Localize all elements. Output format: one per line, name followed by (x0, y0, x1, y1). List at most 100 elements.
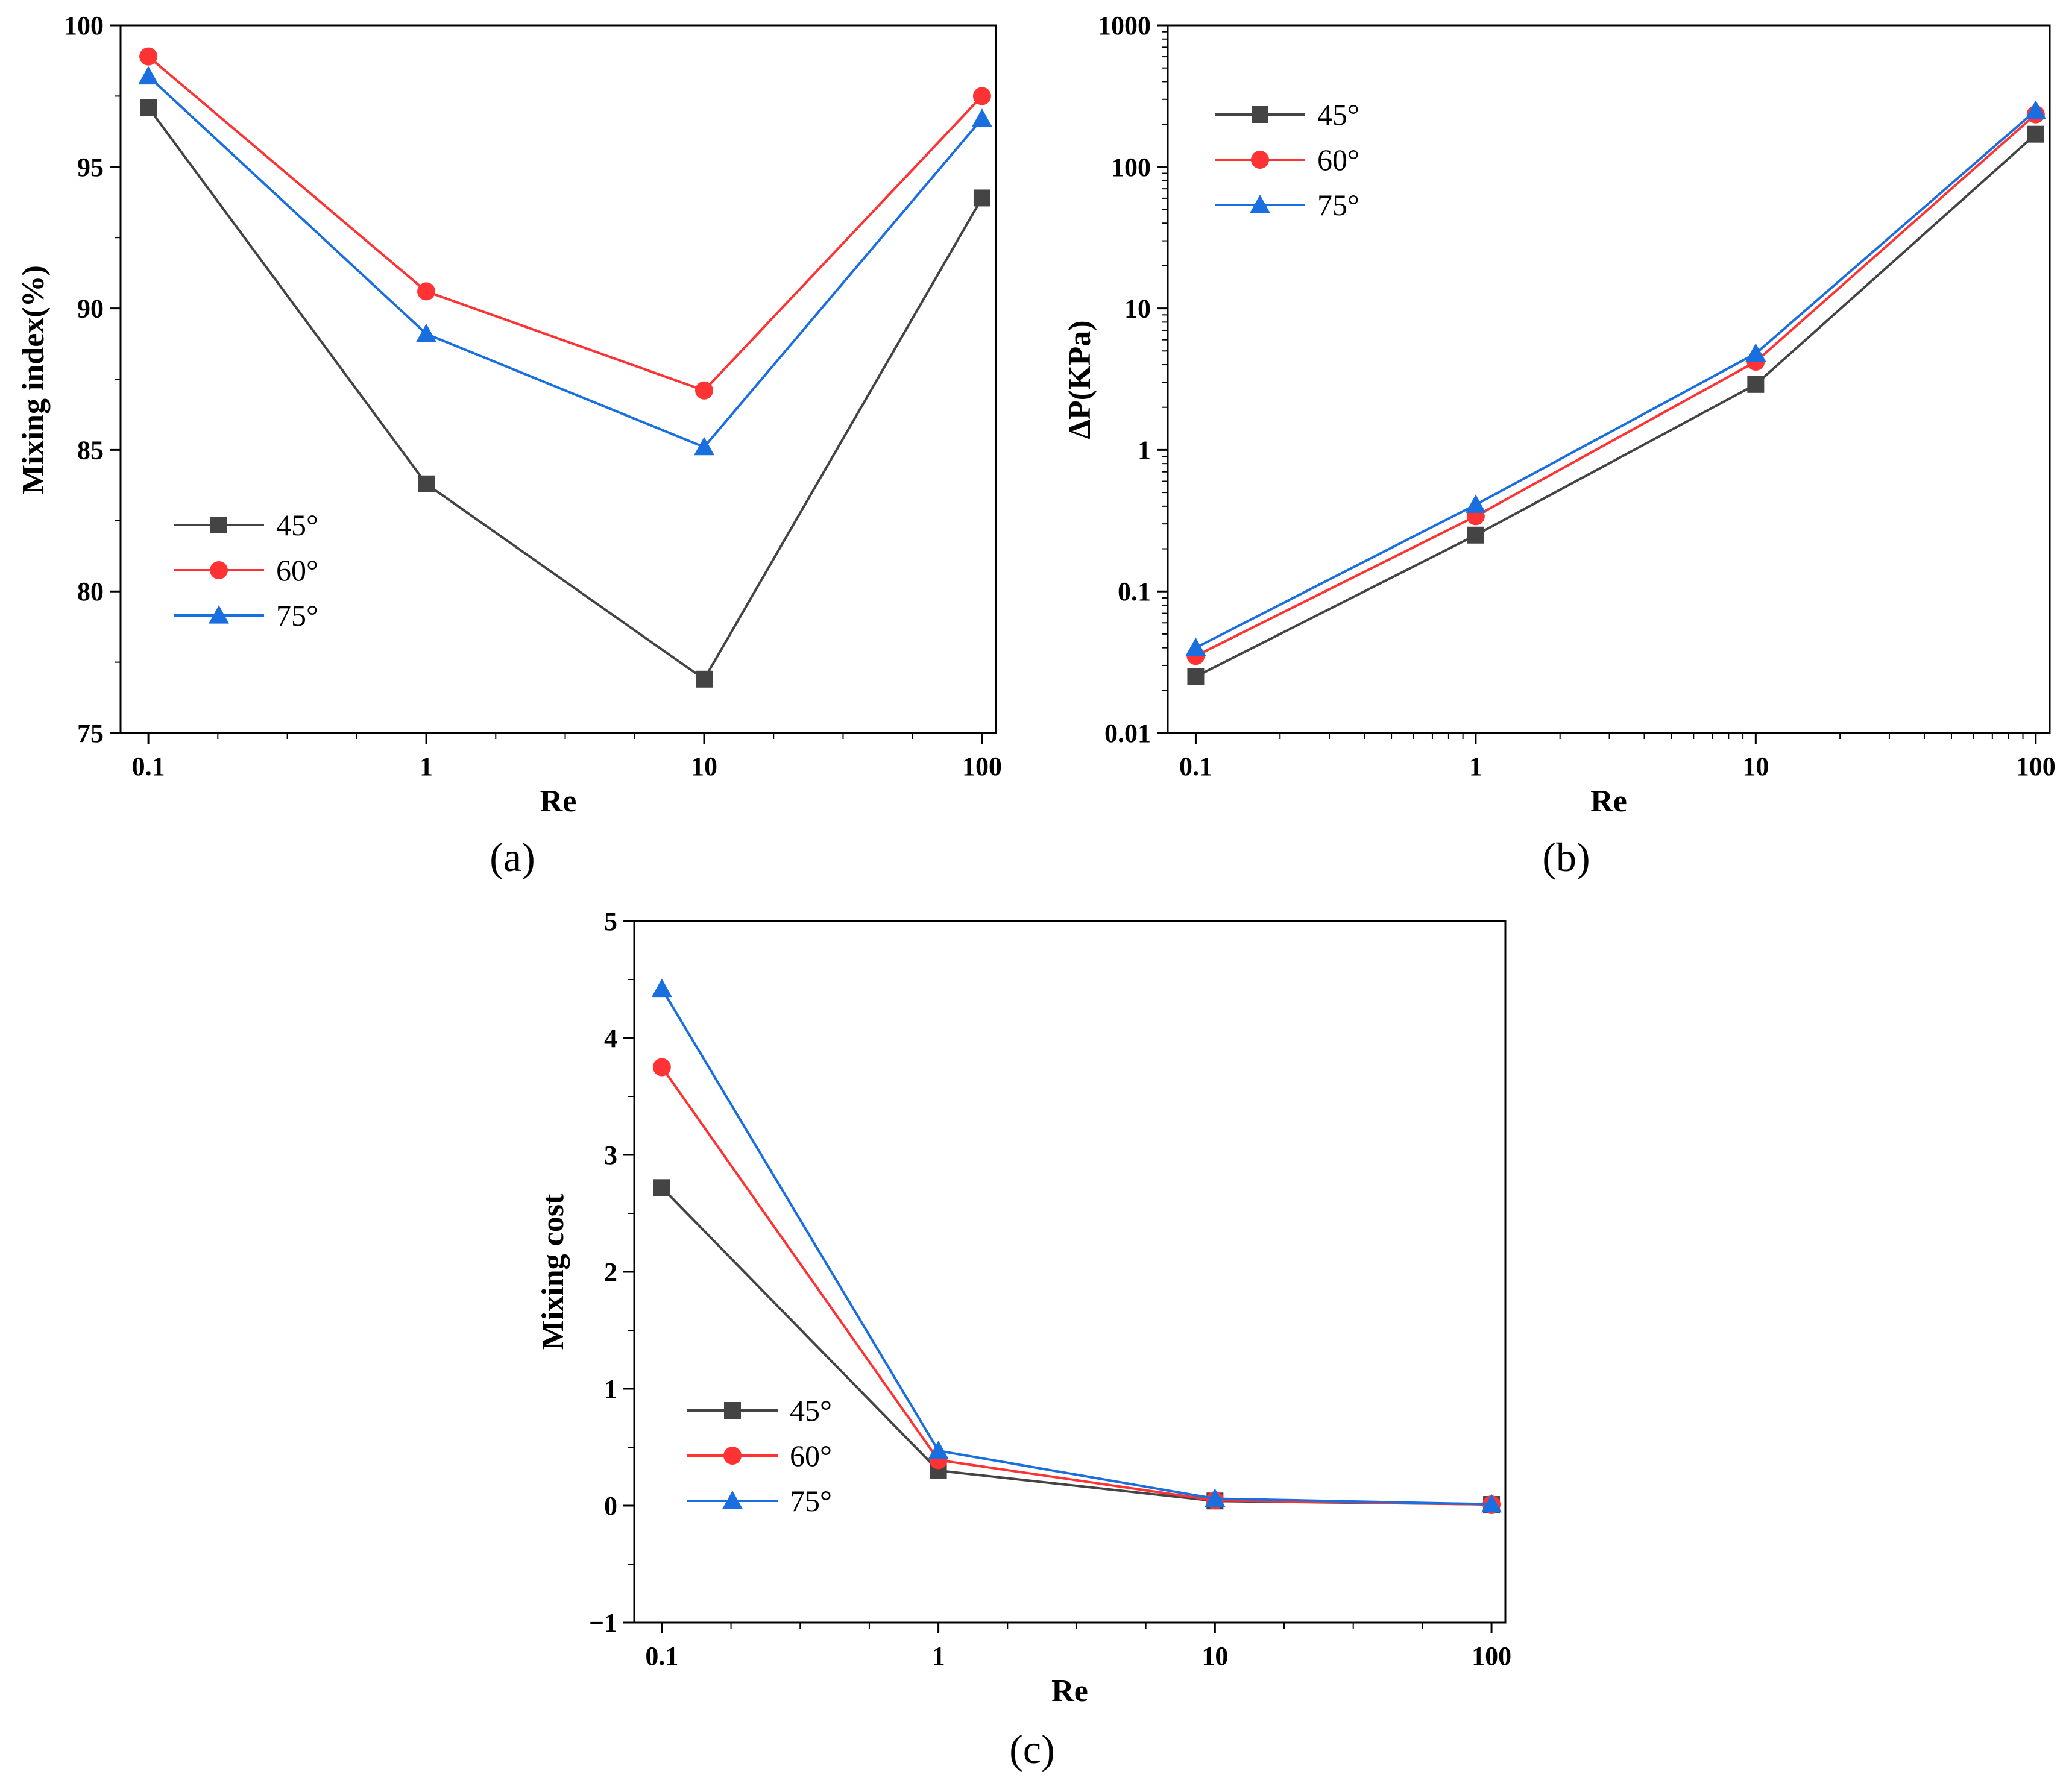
y-tick-label: 75 (77, 718, 104, 748)
series-1 (140, 99, 990, 688)
x-tick-label: 0.1 (1179, 752, 1212, 781)
series-line (147, 55, 983, 392)
x-tick-label: 1 (932, 1641, 945, 1671)
x-tick-label: 10 (1201, 1641, 1228, 1671)
data-point (1185, 637, 1206, 656)
series-1 (653, 1179, 1501, 1514)
data-point (653, 1179, 670, 1196)
data-point (416, 323, 437, 342)
legend-label: 60° (276, 553, 318, 587)
series-line (661, 1066, 1492, 1506)
y-tick-label: 0.1 (1118, 577, 1151, 606)
data-point (971, 108, 992, 127)
series-2 (1186, 105, 2045, 665)
series-line (147, 106, 983, 681)
legend-label: 45° (276, 508, 318, 542)
legend-marker (209, 605, 229, 624)
data-point (418, 475, 435, 492)
series-line (661, 1186, 1492, 1506)
data-point (928, 1440, 949, 1459)
x-tick-label: 100 (1472, 1641, 1511, 1671)
y-tick-label: 80 (77, 577, 104, 606)
y-tick-label: 10 (1124, 294, 1151, 324)
y-tick-label: −1 (589, 1608, 617, 1638)
data-point (1465, 494, 1486, 513)
y-tick-label: 100 (1111, 152, 1151, 182)
legend-label: 45° (790, 1394, 832, 1427)
data-point (139, 47, 158, 66)
y-tick-label: 1 (604, 1374, 617, 1404)
data-point (1187, 668, 1205, 685)
data-point (1205, 1488, 1226, 1507)
plot-frame (1167, 24, 2051, 734)
y-axis-title: ΔP(KPa) (1063, 320, 1097, 439)
series-line (147, 75, 983, 449)
legend-marker (722, 1491, 743, 1509)
x-axis-title: Re (1590, 784, 1627, 819)
x-tick-label: 100 (2016, 752, 2056, 781)
series-line (1195, 109, 2037, 649)
data-point (695, 381, 713, 400)
data-point (140, 99, 157, 116)
data-point (694, 436, 714, 456)
legend-marker (1250, 195, 1270, 213)
series-line (1195, 133, 2037, 678)
data-point (1747, 376, 1765, 393)
chart-panel-3: 0.1 1 10 100 −1 0 1 2 3 4 5 Re Mixing cost (c) 45° 60° 7… (536, 907, 1511, 1772)
plot-frame (119, 24, 997, 734)
data-point (2027, 125, 2044, 143)
data-point (652, 1058, 671, 1077)
y-tick-label: 2 (604, 1257, 617, 1287)
legend-label: 45° (1317, 98, 1359, 131)
panel-caption: (b) (1542, 834, 1590, 880)
y-tick-label: 100 (64, 11, 104, 40)
y-tick-label: 3 (604, 1140, 617, 1170)
y-axis-title: Mixing index(%) (16, 265, 51, 494)
data-point (1467, 526, 1484, 544)
x-tick-label: 1 (420, 752, 433, 781)
series-line (661, 988, 1492, 1506)
y-tick-label: 1000 (1098, 11, 1151, 40)
legend-label: 75° (790, 1484, 832, 1518)
y-tick-label: 5 (604, 907, 617, 936)
data-point (696, 670, 713, 688)
x-tick-label: 0.1 (645, 1641, 678, 1671)
legend: 45° 60° 75° (1215, 98, 1359, 222)
panel-caption: (a) (490, 834, 535, 880)
x-tick-label: 10 (691, 752, 717, 781)
series-line (1195, 113, 2037, 658)
legend-marker (1251, 151, 1269, 169)
x-axis-title: Re (540, 784, 577, 819)
series-3 (138, 66, 992, 456)
x-tick-label: 100 (962, 752, 1002, 781)
x-tick-label: 1 (1469, 752, 1482, 781)
legend-marker (210, 517, 227, 533)
data-point (972, 87, 991, 105)
legend-label: 75° (276, 599, 318, 632)
legend: 45° 60° 75° (174, 508, 318, 632)
chart-panel-2: 0.1 1 10 100 0.01 0.1 1 10 100 1000 Re ΔP(KPa) (b) 45… (1063, 11, 2056, 880)
data-point (1745, 343, 1766, 362)
y-tick-label: 85 (77, 435, 104, 465)
x-axis-title: Re (1051, 1674, 1088, 1708)
panel-caption: (c) (1009, 1726, 1054, 1772)
plot-frame (633, 920, 1507, 1624)
legend-label: 60° (1317, 143, 1359, 177)
legend: 45° 60° 75° (687, 1394, 832, 1518)
legend-label: 75° (1317, 188, 1359, 222)
y-tick-label: 1 (1138, 435, 1151, 465)
series-2 (139, 47, 991, 400)
x-tick-label: 10 (1742, 752, 1769, 781)
y-tick-label: 0.01 (1104, 718, 1151, 748)
y-tick-label: 0 (604, 1491, 617, 1521)
chart-panel-1: 0.1 1 10 100 75 80 85 90 95 100 Re Mixing index(%) (… (16, 11, 1002, 880)
series-2 (652, 1058, 1501, 1514)
y-tick-label: 4 (604, 1023, 617, 1053)
legend-label: 60° (790, 1439, 832, 1473)
series-3 (1185, 100, 2046, 656)
legend-marker (1252, 106, 1268, 123)
data-point (138, 66, 159, 85)
legend-marker (210, 561, 228, 579)
data-point (417, 282, 436, 301)
